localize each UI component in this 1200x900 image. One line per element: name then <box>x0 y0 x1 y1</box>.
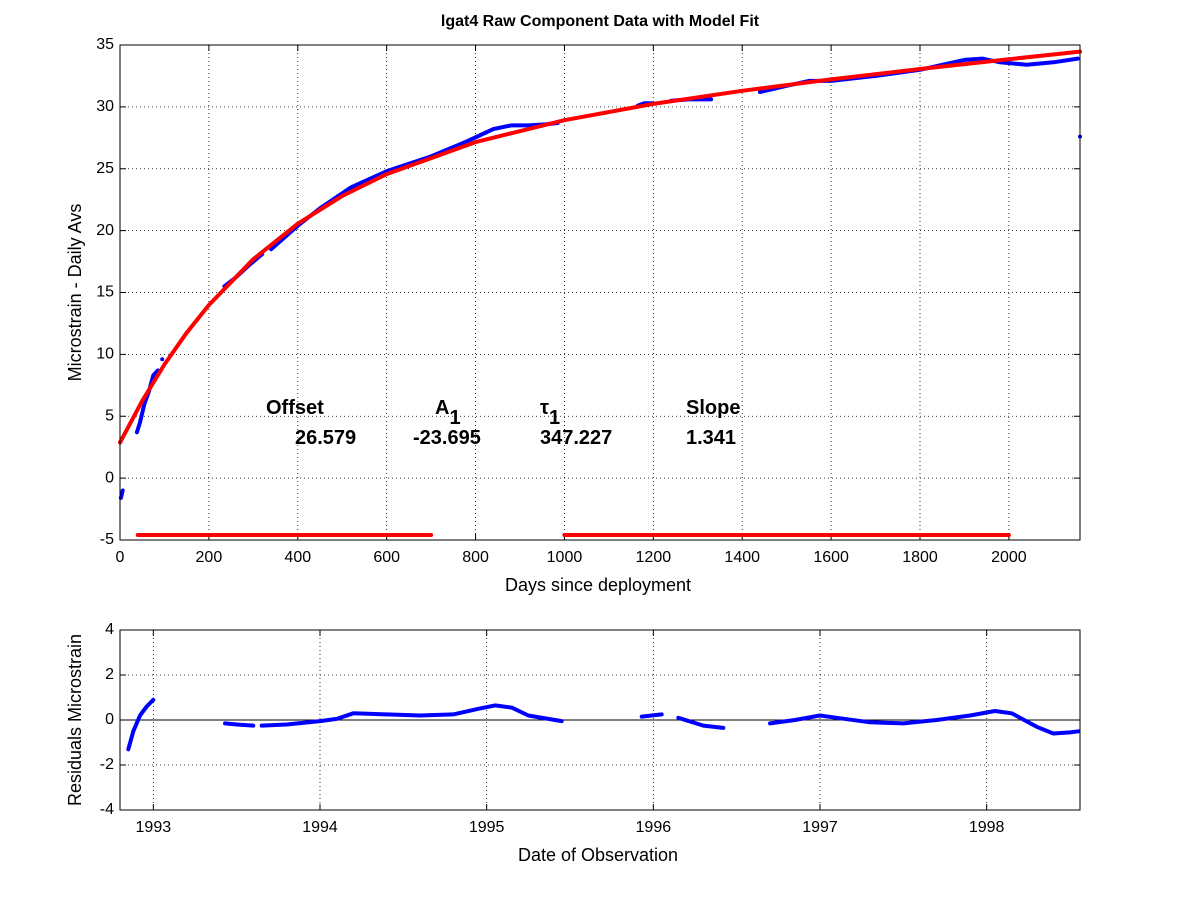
x-tick-label: 1200 <box>636 549 672 566</box>
annotation-label-text: A <box>435 397 449 419</box>
x-tick-label: 1995 <box>469 819 505 836</box>
x-tick-label: 2000 <box>991 549 1027 566</box>
y-tick-label: 2 <box>105 666 114 683</box>
y-tick-label: 35 <box>96 36 114 53</box>
x-tick-label: 1600 <box>813 549 849 566</box>
x-tick-label: 0 <box>116 549 125 566</box>
y-tick-label: 0 <box>105 469 114 486</box>
y-tick-label: -5 <box>100 531 114 548</box>
annotation-value: -23.695 <box>413 427 481 449</box>
x-tick-label: 800 <box>462 549 489 566</box>
annotation-subscript: 1 <box>449 407 460 429</box>
x-tick-label: 1994 <box>302 819 338 836</box>
y-tick-label: 0 <box>105 711 114 728</box>
x-tick-label: 1800 <box>902 549 938 566</box>
annotation-label: Slope <box>686 397 740 419</box>
y-tick-label: 15 <box>96 284 114 301</box>
y-tick-label: 10 <box>96 346 114 363</box>
annotation-subscript: 1 <box>549 407 560 429</box>
y-tick-label: 5 <box>105 407 114 424</box>
x-axis-label: Days since deployment <box>505 575 691 595</box>
annotation-value: 1.341 <box>686 427 736 449</box>
y-tick-label: -2 <box>100 756 114 773</box>
annotation-label-text: Slope <box>686 397 740 419</box>
annotation-label-text: τ <box>540 397 549 419</box>
y-axis-label: Microstrain - Daily Avs <box>65 204 85 382</box>
x-tick-label: 600 <box>373 549 400 566</box>
data-line <box>126 697 1081 752</box>
y-axis-label: Residuals Microstrain <box>65 634 85 806</box>
y-tick-label: 4 <box>105 621 114 638</box>
y-tick-label: 30 <box>96 98 114 115</box>
annotation-value: 347.227 <box>540 427 612 449</box>
x-tick-label: 1993 <box>136 819 172 836</box>
x-tick-label: 1400 <box>724 549 760 566</box>
x-tick-label: 1997 <box>802 819 838 836</box>
annotation-label: Offset <box>266 397 324 419</box>
x-tick-label: 1998 <box>969 819 1005 836</box>
annotation-label: τ1 <box>540 397 560 429</box>
data-line <box>118 49 1082 445</box>
x-axis-label: Date of Observation <box>518 845 678 865</box>
annotation-value: 26.579 <box>295 427 356 449</box>
y-tick-label: -4 <box>100 801 114 818</box>
annotation-label: A1 <box>435 397 461 429</box>
y-tick-label: 20 <box>96 222 114 239</box>
chart-title: lgat4 Raw Component Data with Model Fit <box>441 13 760 30</box>
annotation-label-text: Offset <box>266 397 324 419</box>
x-tick-label: 400 <box>284 549 311 566</box>
y-tick-label: 25 <box>96 160 114 177</box>
x-tick-label: 1000 <box>547 549 583 566</box>
x-tick-label: 1996 <box>636 819 672 836</box>
x-tick-label: 200 <box>196 549 223 566</box>
axes-frame <box>119 629 1081 811</box>
axes-frame <box>119 44 1081 541</box>
